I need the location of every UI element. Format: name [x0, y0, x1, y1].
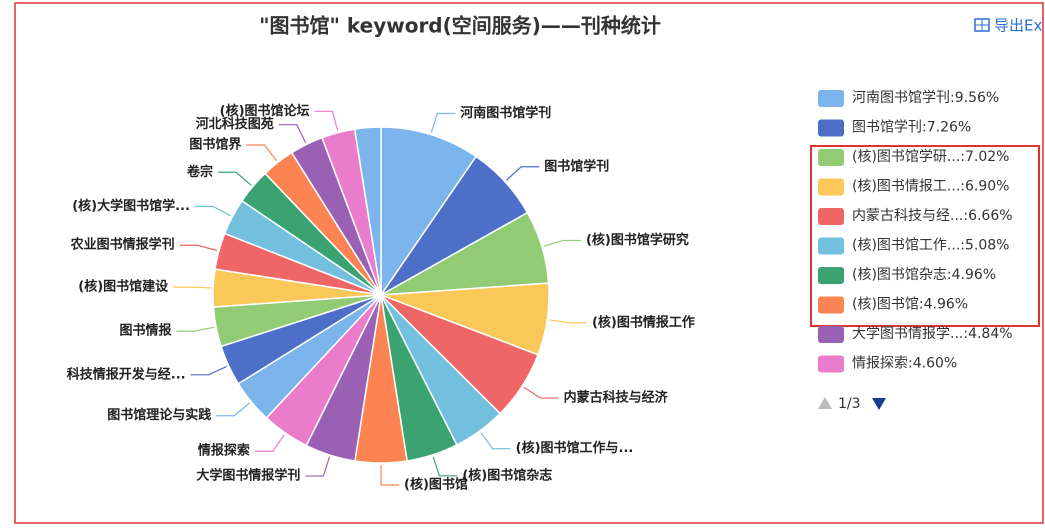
- leader-line: [254, 434, 285, 452]
- legend-label: (核)图书馆:4.96%: [852, 297, 968, 313]
- slice-label: 大学图书情报学刊: [196, 468, 300, 484]
- slice-label: 河南图书馆学刊: [460, 105, 551, 121]
- leader-line: [480, 432, 511, 450]
- legend-swatch: [818, 149, 844, 166]
- leader-line: [217, 171, 252, 186]
- chart-title: "图书馆" keyword(空间服务)——刊种统计: [259, 14, 661, 38]
- leader-line: [432, 456, 458, 477]
- slice-label: (核)图书情报工作: [592, 314, 695, 330]
- leader-line: [216, 402, 251, 417]
- slice-label: 图书情报: [119, 323, 172, 339]
- pager-next[interactable]: [872, 398, 886, 410]
- leader-line: [179, 244, 218, 252]
- leader-line: [523, 386, 559, 399]
- leader-line: [380, 465, 399, 486]
- leader-line: [543, 239, 581, 247]
- leader-line: [246, 144, 278, 162]
- legend-label: 内蒙古科技与经...:6.66%: [852, 208, 1013, 224]
- legend-label: (核)图书馆工作...:5.08%: [852, 238, 1009, 254]
- legend-swatch: [818, 326, 844, 343]
- legend-swatch: [818, 90, 844, 107]
- legend-label: 河南图书馆学刊:9.56%: [852, 90, 999, 106]
- leader-line: [305, 456, 330, 477]
- leader-line: [506, 166, 540, 181]
- leader-line: [190, 365, 227, 376]
- legend-label: (核)图书情报工...:6.90%: [852, 179, 1009, 195]
- pager-prev[interactable]: [818, 397, 832, 409]
- leader-line: [278, 124, 307, 143]
- slice-label: (核)图书馆工作与...: [516, 440, 634, 456]
- legend-swatch: [818, 296, 844, 314]
- slice-label: 图书馆理论与实践: [107, 407, 211, 423]
- leader-line: [176, 326, 215, 332]
- leader-line: [549, 319, 587, 324]
- legend-label: (核)图书馆杂志:4.96%: [852, 267, 996, 283]
- slice-label: 河北科技图苑: [196, 116, 274, 132]
- leader-line: [173, 286, 212, 289]
- export-icon[interactable]: 导出Ex: [974, 17, 1042, 35]
- legend-swatch: [818, 119, 844, 137]
- slice-label: (核)图书馆建设: [78, 279, 169, 295]
- export-button[interactable]: 导出Ex: [994, 17, 1042, 35]
- pie-slice: [353, 126, 382, 296]
- legend-swatch: [818, 208, 844, 225]
- slice-label: (核)图书馆学研究: [586, 232, 689, 248]
- leader-line: [314, 110, 339, 131]
- slice-label: 图书馆学刊: [544, 158, 609, 174]
- slice-label: (核)图书馆: [404, 477, 468, 493]
- frame: [14, 2, 1044, 524]
- legend-label: 大学图书情报学...:4.84%: [852, 326, 1013, 342]
- highlight-box: [810, 145, 1040, 327]
- slice-label: 图书馆界: [189, 136, 241, 152]
- slice-label: (核)图书馆杂志: [462, 467, 552, 483]
- slice-label: 卷宗: [187, 164, 213, 180]
- pager-text: 1/3: [838, 396, 861, 412]
- legend-label: (核)图书馆学研...:7.02%: [852, 149, 1009, 165]
- legend-swatch: [818, 237, 844, 255]
- slice-label: (核)图书馆论坛: [220, 103, 310, 119]
- legend-swatch: [818, 267, 844, 284]
- legend-swatch: [818, 178, 844, 196]
- leader-line: [430, 112, 456, 133]
- pie-slice: [380, 126, 478, 298]
- slice-label: 科技情报开发与经...: [67, 366, 186, 382]
- slice-label: 农业图书情报学刊: [70, 237, 175, 253]
- slice-label: 情报探索: [198, 443, 250, 459]
- slice-label: 内蒙古科技与经济: [564, 390, 669, 406]
- legend-label: 情报探索:4.60%: [852, 355, 957, 372]
- leader-line: [194, 205, 231, 217]
- legend-swatch: [818, 355, 844, 373]
- legend-label: 图书馆学刊:7.26%: [852, 120, 971, 136]
- slice-label: (核)大学图书馆学...: [72, 198, 190, 214]
